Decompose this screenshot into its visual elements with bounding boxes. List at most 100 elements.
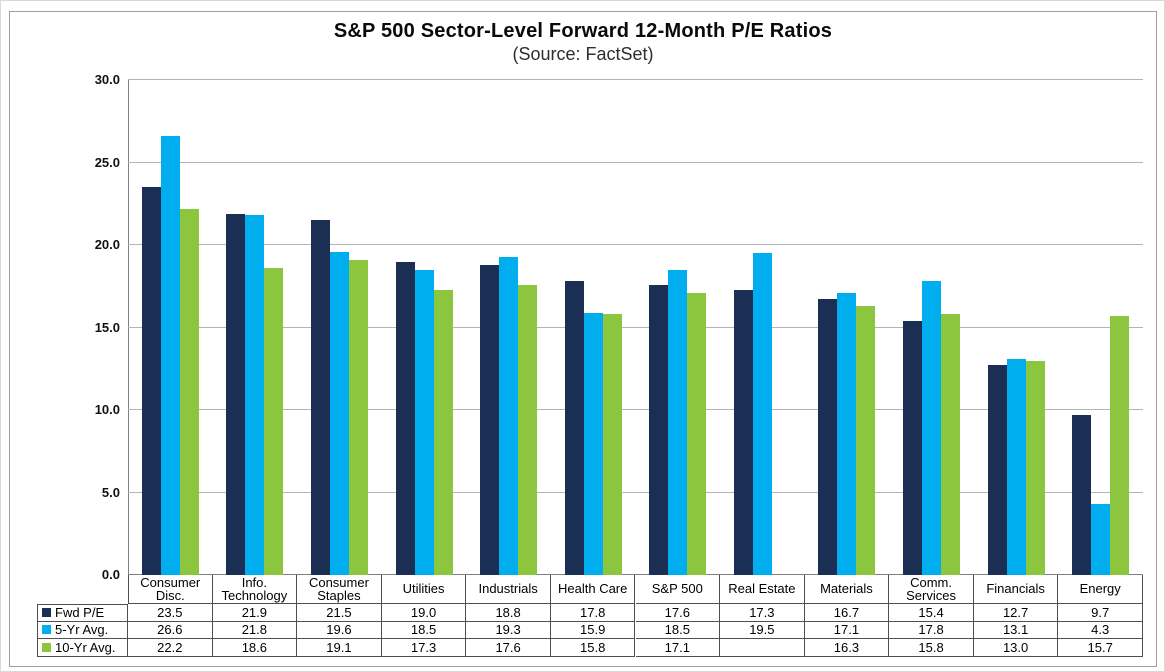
bar — [856, 306, 876, 575]
bar — [1110, 315, 1130, 575]
category-header-cell: Health Care — [550, 575, 636, 604]
bar — [903, 320, 923, 575]
value-cell: 17.1 — [804, 621, 890, 640]
bar — [245, 215, 265, 575]
value-cell: 18.8 — [466, 604, 551, 622]
bar — [414, 269, 434, 575]
bar — [179, 208, 199, 575]
y-tick-label: 20.0 — [94, 237, 120, 252]
y-tick-label: 15.0 — [94, 319, 120, 335]
value-cell: 15.9 — [550, 621, 636, 640]
value-cell: 19.6 — [297, 621, 382, 640]
value-cell: 16.3 — [804, 639, 890, 657]
value-cell: 22.2 — [128, 639, 213, 657]
value-cell: 17.6 — [635, 604, 721, 622]
category-header-cell: Utilities — [381, 575, 467, 604]
bar — [1072, 414, 1092, 575]
category-header-cell: Comm. Services — [889, 575, 974, 604]
value-cell: 18.5 — [635, 621, 721, 640]
value-cell: 13.1 — [973, 621, 1059, 640]
value-cell: 26.6 — [128, 621, 213, 640]
category-header-cell: Financials — [973, 575, 1059, 604]
legend-row: Fwd P/E — [37, 604, 128, 622]
value-cell: 19.1 — [297, 639, 382, 657]
bar — [395, 261, 415, 575]
bar — [818, 299, 838, 575]
legend-swatch-icon — [42, 608, 51, 618]
legend-swatch-icon — [42, 625, 51, 635]
bar — [480, 264, 500, 575]
value-cell: 15.8 — [889, 639, 974, 657]
value-cell: 15.7 — [1058, 639, 1143, 657]
category-header-cell: Consumer Disc. — [128, 575, 213, 604]
value-cell: 21.5 — [297, 604, 382, 622]
bar — [941, 314, 961, 575]
value-cell: 17.6 — [466, 639, 551, 657]
value-cell: 15.4 — [889, 604, 974, 622]
legend-label: 10-Yr Avg. — [55, 640, 116, 656]
bar — [1091, 504, 1111, 575]
chart-figure: S&P 500 Sector-Level Forward 12-Month P/… — [9, 11, 1157, 667]
gridline — [128, 161, 1143, 163]
bar — [602, 314, 622, 575]
gridline — [128, 326, 1143, 328]
chart-subtitle: (Source: FactSet) — [512, 44, 654, 64]
bar — [518, 284, 538, 575]
category-header-cell: Real Estate — [720, 575, 805, 604]
value-cell: 15.8 — [550, 639, 636, 657]
legend-row: 10-Yr Avg. — [37, 639, 128, 657]
value-cell — [720, 639, 805, 657]
bar — [668, 269, 688, 575]
bar — [433, 289, 453, 575]
y-tick-label: 30.0 — [94, 72, 120, 87]
value-cell: 17.8 — [550, 604, 636, 622]
value-cell: 19.0 — [381, 604, 467, 622]
value-cell: 21.9 — [212, 604, 298, 622]
category-header-cell: Materials — [804, 575, 890, 604]
legend-label: 5-Yr Avg. — [55, 622, 109, 638]
value-cell: 17.1 — [635, 639, 721, 657]
value-cell: 17.3 — [381, 639, 467, 657]
legend-label: Fwd P/E — [55, 605, 105, 621]
bar — [141, 187, 161, 575]
bar — [499, 256, 519, 575]
y-tick-label: 0.0 — [101, 567, 120, 582]
bar — [348, 259, 368, 575]
plot-area — [128, 80, 1143, 575]
value-cell: 18.5 — [381, 621, 467, 640]
y-tick-label: 25.0 — [94, 154, 120, 170]
gridline — [128, 79, 1143, 80]
legend-swatch-icon — [42, 643, 51, 653]
category-header-cell: Consumer Staples — [297, 575, 382, 604]
category-header-cell: Energy — [1058, 575, 1143, 604]
chart-title: S&P 500 Sector-Level Forward 12-Month P/… — [333, 20, 833, 42]
gridline — [128, 244, 1143, 245]
bar — [583, 312, 603, 575]
value-cell: 17.8 — [889, 621, 974, 640]
value-cell: 12.7 — [973, 604, 1059, 622]
bar — [226, 213, 246, 575]
bar — [649, 284, 669, 575]
value-cell: 17.3 — [720, 604, 805, 622]
bar — [264, 268, 284, 575]
value-cell: 18.6 — [212, 639, 298, 657]
value-cell: 4.3 — [1058, 621, 1143, 640]
legend-row: 5-Yr Avg. — [37, 621, 128, 640]
y-tick-label: 5.0 — [101, 484, 120, 500]
value-cell: 19.3 — [466, 621, 551, 640]
bar — [160, 136, 180, 575]
gridline — [128, 491, 1143, 493]
bar — [564, 281, 584, 575]
value-cell: 21.8 — [212, 621, 298, 640]
bar — [687, 292, 707, 575]
bar — [329, 251, 349, 575]
gridline — [128, 409, 1143, 410]
bar — [837, 292, 857, 575]
bar — [987, 365, 1007, 575]
category-header-cell: Industrials — [466, 575, 551, 604]
category-header-cell: Info. Technology — [212, 575, 298, 604]
bar — [733, 289, 753, 575]
bar — [1006, 358, 1026, 575]
value-cell: 13.0 — [973, 639, 1059, 657]
